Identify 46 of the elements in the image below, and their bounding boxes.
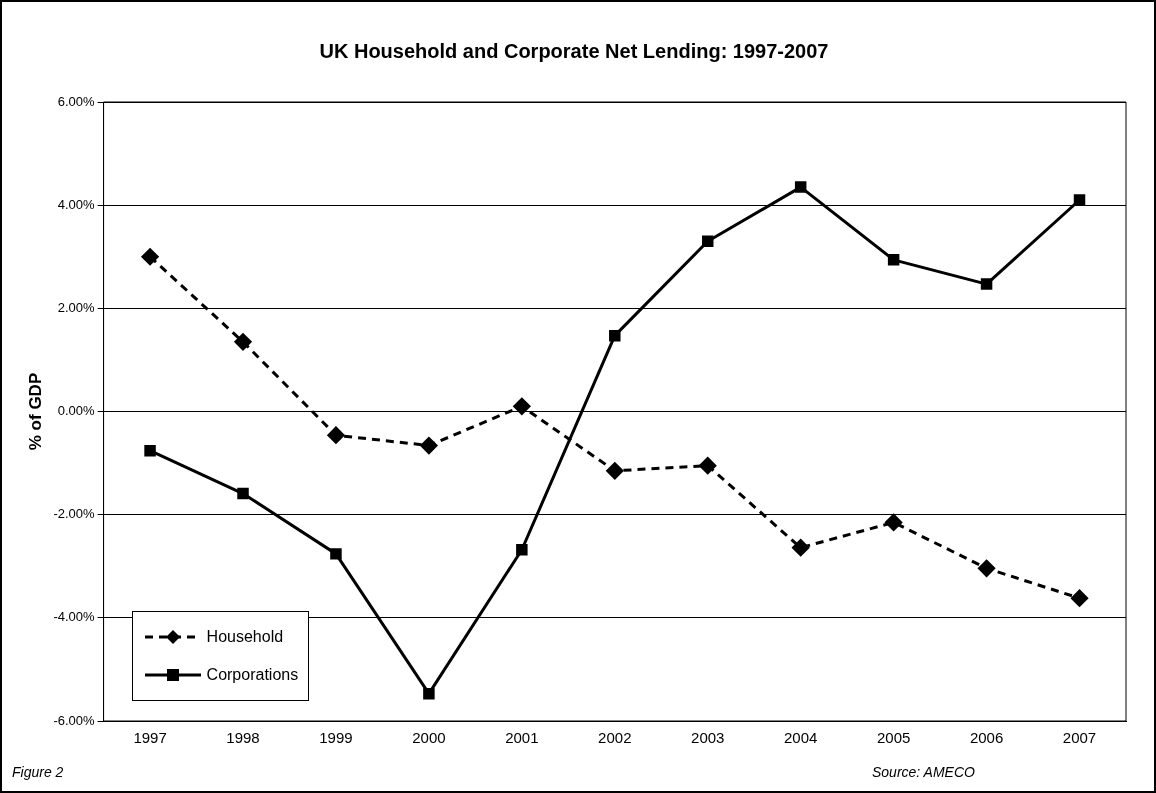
point xyxy=(794,181,807,193)
point xyxy=(792,539,810,557)
point xyxy=(423,687,435,700)
x-tick-label: 2000 xyxy=(412,729,446,747)
y-tick-label: 4.00% xyxy=(57,196,96,212)
point xyxy=(237,487,249,500)
y-tick-label: -2.00% xyxy=(53,506,96,522)
x-tick-label: 1999 xyxy=(319,729,353,747)
point xyxy=(699,457,717,475)
source-note: Source: AMECO xyxy=(872,764,975,780)
point xyxy=(144,444,156,457)
point xyxy=(885,513,903,531)
y-tick-label: 0.00% xyxy=(57,403,96,419)
point xyxy=(234,333,252,351)
y-tick-label: 6.00% xyxy=(57,93,96,109)
x-tick-label: 2001 xyxy=(505,729,539,747)
point xyxy=(978,559,996,577)
y-tick-label: 2.00% xyxy=(57,299,96,315)
x-tick-label: 2005 xyxy=(876,729,911,747)
point xyxy=(420,437,438,455)
legend-label: Household xyxy=(206,628,284,646)
chart-title: UK Household and Corporate Net Lending: 1997-2007 xyxy=(319,39,829,62)
point xyxy=(330,548,342,560)
y-tick-label: -6.00% xyxy=(53,712,96,728)
x-tick-label: 2002 xyxy=(598,729,632,747)
point xyxy=(702,235,714,248)
x-tick-label: 2007 xyxy=(1062,729,1097,747)
y-axis-title: % of GDP xyxy=(25,372,45,451)
legend-label: Corporations xyxy=(206,666,299,684)
point xyxy=(1073,194,1086,206)
point xyxy=(513,397,531,415)
caption: Figure 2 xyxy=(12,764,64,780)
point xyxy=(887,254,900,266)
x-tick-label: 2003 xyxy=(691,729,725,747)
x-tick-label: 1998 xyxy=(226,729,260,747)
point xyxy=(1071,589,1089,607)
x-tick-label: 2006 xyxy=(969,729,1004,747)
y-tick-label: -4.00% xyxy=(53,609,96,625)
x-tick-label: 2004 xyxy=(784,729,818,747)
point xyxy=(980,278,993,290)
point xyxy=(516,544,528,556)
point xyxy=(606,462,624,480)
point xyxy=(609,329,621,342)
x-tick-label: 1997 xyxy=(133,729,167,747)
point xyxy=(327,426,345,444)
point xyxy=(141,248,159,266)
